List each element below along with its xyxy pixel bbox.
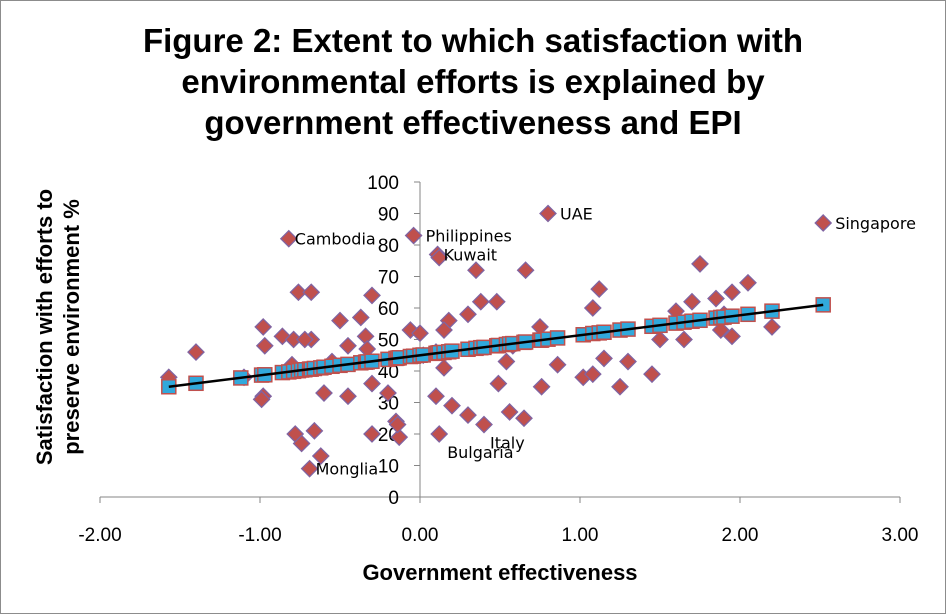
- observed-point: [460, 407, 476, 423]
- observed-point: [303, 284, 319, 300]
- observed-point: [764, 319, 780, 335]
- annotation-label: Philippines: [426, 227, 512, 246]
- observed-point: [340, 338, 356, 354]
- annotation-label: Cambodia: [295, 230, 376, 249]
- observed-point: [612, 379, 628, 395]
- observed-point: [316, 385, 332, 401]
- observed-point: [255, 319, 271, 335]
- x-tick-label: 3.00: [882, 525, 919, 546]
- annotation-label: UAE: [560, 205, 593, 224]
- scatter-chart: -2.00 -1.00 0.00 1.00 2.00 3.0001020304050607…: [0, 0, 946, 614]
- observed-point: [332, 313, 348, 329]
- observed-point: [188, 344, 204, 360]
- y-axis-label-line-1: Satisfaction with efforts to: [32, 189, 57, 465]
- observed-point: [468, 262, 484, 278]
- observed-point: [518, 262, 534, 278]
- observed-point: [460, 306, 476, 322]
- x-tick-label: 2.00: [722, 525, 759, 546]
- observed-point: [724, 284, 740, 300]
- observed-point: [340, 388, 356, 404]
- y-tick-label: 90: [378, 205, 399, 226]
- observed-point: [534, 379, 550, 395]
- observed-point: [502, 404, 518, 420]
- annotation-label: Monglia: [316, 460, 379, 479]
- observed-point: [476, 417, 492, 433]
- annotation-label: Bulgaria: [447, 443, 513, 462]
- observed-point: [489, 294, 505, 310]
- observed-point: [498, 354, 514, 370]
- x-tick-label: -1.00: [238, 525, 281, 546]
- observed-point: [436, 360, 452, 376]
- y-tick-label: 70: [378, 268, 399, 289]
- observed-point: [676, 332, 692, 348]
- observed-point: [740, 275, 756, 291]
- y-tick-label: 80: [378, 236, 399, 257]
- observed-point: [596, 350, 612, 366]
- y-tick-label: 10: [378, 457, 399, 478]
- observed-point: [708, 291, 724, 307]
- observed-point: [815, 215, 831, 231]
- observed-point: [516, 410, 532, 426]
- observed-point: [428, 388, 444, 404]
- observed-point: [306, 423, 322, 439]
- observed-point: [620, 354, 636, 370]
- x-tick-label: 0.00: [402, 525, 439, 546]
- observed-point: [444, 398, 460, 414]
- y-axis-label-line-2: preserve environment %: [59, 199, 84, 455]
- observed-point: [591, 281, 607, 297]
- observed-point: [353, 309, 369, 325]
- observed-point: [473, 294, 489, 310]
- annotation-label: Kuwait: [444, 245, 497, 264]
- observed-point: [692, 256, 708, 272]
- observed-point: [684, 294, 700, 310]
- y-tick-label: 0: [388, 488, 399, 509]
- observed-point: [550, 357, 566, 373]
- observed-point: [490, 376, 506, 392]
- observed-point: [585, 300, 601, 316]
- annotation-label: Singapore: [835, 214, 916, 233]
- observed-point: [406, 228, 422, 244]
- y-tick-label: 100: [367, 173, 399, 194]
- y-tick-label: 50: [378, 331, 399, 352]
- x-axis-label: Government effectiveness: [362, 560, 637, 585]
- observed-point: [257, 338, 273, 354]
- observed-point: [431, 426, 447, 442]
- x-tick-label: 1.00: [562, 525, 599, 546]
- observed-point: [540, 206, 556, 222]
- x-tick-label: -2.00: [78, 525, 121, 546]
- observed-point: [644, 366, 660, 382]
- y-tick-label: 60: [378, 299, 399, 320]
